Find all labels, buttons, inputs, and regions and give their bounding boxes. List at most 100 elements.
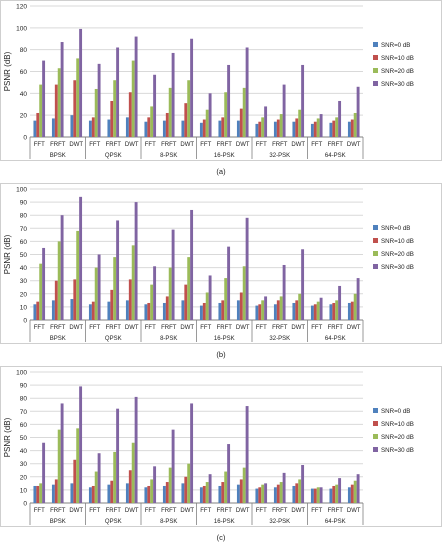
x-tick-label: FRFT (328, 508, 344, 514)
y-tick-label: 10 (20, 487, 28, 494)
bar (316, 301, 320, 320)
bar (42, 60, 46, 138)
bar (313, 304, 317, 320)
legend-label: SNR=0 dB (381, 225, 410, 232)
legend-swatch (373, 421, 378, 426)
bar (295, 483, 299, 503)
x-tick-label: FFT (200, 508, 211, 514)
bar (88, 120, 92, 137)
y-tick-label: 100 (16, 25, 27, 32)
legend-swatch (373, 408, 378, 413)
bar (116, 220, 120, 320)
bar (131, 60, 135, 138)
bar (128, 279, 132, 320)
bar (33, 304, 37, 320)
bar (319, 487, 323, 503)
bar (128, 470, 132, 503)
bar (295, 118, 299, 137)
bar (73, 459, 77, 503)
bar (301, 249, 305, 320)
x-tick-label: DWT (69, 142, 83, 148)
x-tick-label: FFT (311, 325, 322, 331)
bar (181, 300, 185, 320)
bar (131, 245, 135, 320)
bar (255, 123, 259, 137)
panel-caption: (a) (216, 167, 226, 176)
bar (199, 122, 203, 137)
bar (332, 485, 336, 503)
bar (110, 100, 114, 137)
x-tick-label: FRFT (217, 508, 233, 514)
bar (153, 266, 157, 320)
y-axis-label: PSNR (dB) (3, 51, 12, 91)
bar (208, 275, 212, 320)
bar (150, 479, 154, 503)
bar (42, 442, 46, 503)
bar (165, 482, 169, 503)
legend-label: SNR=0 dB (381, 42, 410, 49)
x-tick-label: FRFT (217, 142, 233, 148)
x-tick-label: FRFT (217, 325, 233, 331)
bar (276, 300, 280, 320)
bar (347, 487, 351, 503)
bar (236, 300, 240, 320)
bar (264, 483, 268, 503)
bar (54, 479, 58, 503)
group-label: 8-PSK (160, 336, 177, 342)
bar (184, 476, 188, 503)
bar (310, 305, 314, 320)
bar (147, 302, 151, 320)
bar (147, 117, 151, 137)
bar (335, 300, 339, 320)
bar (227, 246, 231, 320)
y-tick-label: 60 (20, 239, 28, 246)
bar (208, 474, 212, 503)
bar (273, 487, 277, 503)
bar (264, 106, 268, 137)
bar (319, 297, 323, 320)
bar (125, 117, 129, 137)
x-tick-label: FFT (256, 142, 267, 148)
bar (91, 117, 95, 137)
bar (181, 120, 185, 137)
bar (70, 299, 74, 320)
bar (295, 300, 299, 320)
x-tick-label: DWT (236, 325, 250, 331)
bar (107, 119, 111, 137)
bar (310, 123, 314, 137)
group-label: 16-PSK (214, 519, 235, 525)
bar (224, 278, 228, 320)
group-label: QPSK (105, 336, 122, 342)
bar (255, 488, 259, 503)
y-tick-label: 80 (20, 213, 28, 220)
bar (313, 488, 317, 503)
y-tick-label: 10 (20, 304, 28, 311)
x-tick-label: DWT (180, 142, 194, 148)
x-tick-label: DWT (291, 325, 305, 331)
x-tick-label: FFT (34, 508, 45, 514)
bar (187, 257, 191, 320)
bar (261, 484, 265, 503)
bar (338, 478, 342, 503)
bar (36, 485, 40, 503)
chart-panel-c: 0 10 20 30 40 50 60 70 80 90 100 PSNR (dB) FFT FRFT DW… (0, 366, 442, 546)
bar (113, 451, 117, 503)
bar (282, 264, 286, 320)
bar (70, 483, 74, 503)
bar (33, 120, 37, 137)
bar (335, 484, 339, 503)
x-tick-label: DWT (180, 325, 194, 331)
x-tick-label: FFT (145, 508, 156, 514)
bar (107, 301, 111, 320)
y-tick-label: 20 (20, 474, 28, 481)
bar (353, 293, 357, 320)
bar (134, 202, 138, 320)
bar (242, 467, 246, 503)
bar (42, 247, 46, 320)
bar (329, 122, 333, 137)
bar (202, 302, 206, 320)
y-tick-label: 50 (20, 435, 28, 442)
bar (76, 230, 80, 320)
bar (187, 463, 191, 503)
x-tick-label: DWT (347, 142, 361, 148)
